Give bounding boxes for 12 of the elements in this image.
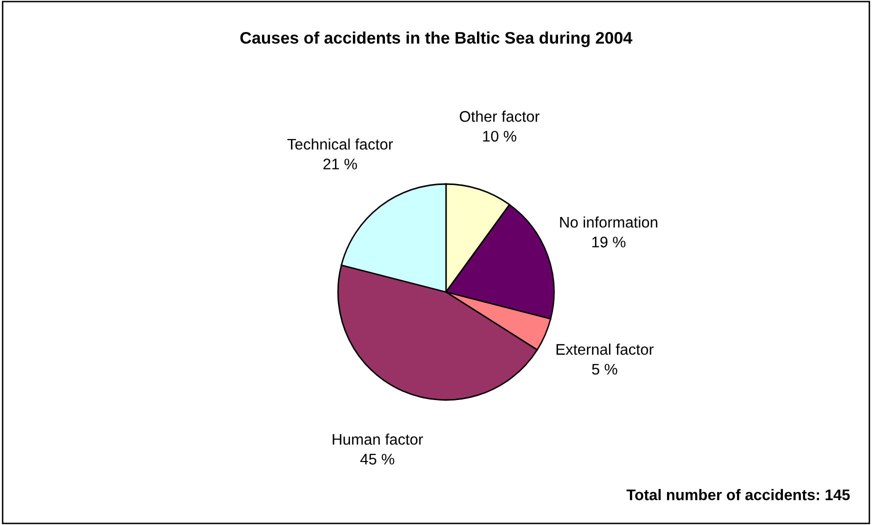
data-label: 19 % [592, 236, 626, 248]
data-label: 45 % [360, 454, 394, 465]
data-label: 21 % [323, 158, 357, 170]
data-label: 5 % [592, 364, 618, 375]
slice-label: External factor [556, 344, 654, 355]
slice-label: Other factor [460, 110, 540, 122]
slice-label: Technical factor [287, 138, 393, 150]
data-label: 10 % [483, 130, 516, 142]
slice-label: Human factor [332, 434, 423, 445]
slice-label: No information [560, 216, 658, 228]
chart-title: Causes of accidents in the Baltic Sea during 2004 [240, 32, 632, 48]
text: Total number of accidents: 145 [626, 489, 850, 500]
